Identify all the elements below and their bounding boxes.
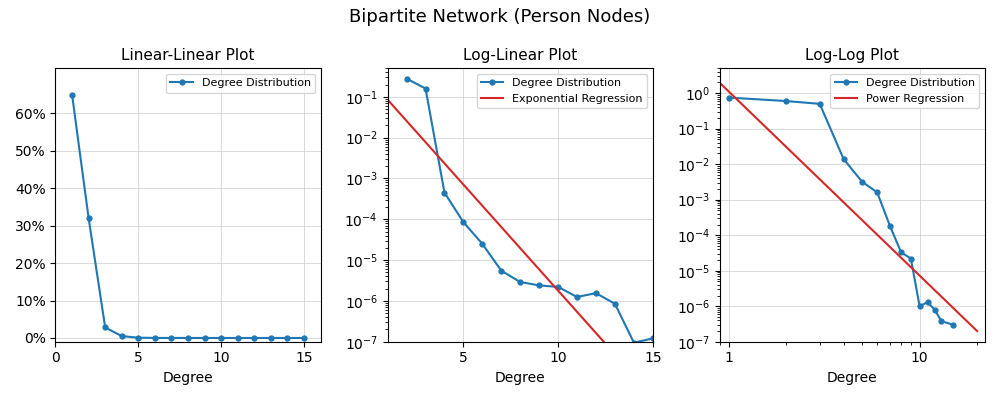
Degree Distribution bbox=[281, 336, 293, 340]
Degree Distribution bbox=[838, 156, 850, 161]
Degree Distribution bbox=[232, 336, 244, 340]
Degree Distribution bbox=[922, 300, 934, 304]
Degree Distribution bbox=[533, 283, 545, 288]
Legend: Degree Distribution, Exponential Regression: Degree Distribution, Exponential Regress… bbox=[477, 74, 647, 108]
Degree Distribution bbox=[590, 291, 602, 296]
Power Regression bbox=[946, 304, 958, 309]
Degree Distribution bbox=[628, 340, 640, 345]
Degree Distribution bbox=[248, 336, 260, 340]
Degree Distribution bbox=[420, 86, 432, 91]
Degree Distribution bbox=[814, 102, 826, 106]
Degree Distribution bbox=[66, 92, 78, 97]
Power Regression bbox=[860, 222, 872, 226]
Exponential Regression bbox=[539, 273, 551, 278]
X-axis label: Degree: Degree bbox=[163, 371, 213, 385]
Exponential Regression bbox=[622, 366, 634, 371]
Exponential Regression bbox=[647, 394, 659, 399]
Exponential Regression bbox=[605, 348, 617, 352]
Degree Distribution bbox=[495, 268, 507, 273]
Degree Distribution bbox=[571, 294, 583, 299]
Degree Distribution bbox=[438, 190, 450, 195]
Degree Distribution bbox=[935, 319, 947, 324]
Degree Distribution bbox=[132, 335, 144, 340]
Degree Distribution bbox=[514, 280, 526, 284]
Degree Distribution bbox=[884, 224, 896, 228]
Degree Distribution bbox=[165, 336, 177, 340]
Exponential Regression bbox=[544, 279, 556, 284]
Text: Bipartite Network (Person Nodes): Bipartite Network (Person Nodes) bbox=[349, 8, 651, 26]
Degree Distribution bbox=[116, 334, 128, 338]
Degree Distribution bbox=[401, 76, 413, 81]
Degree Distribution bbox=[947, 322, 959, 327]
Degree Distribution bbox=[265, 336, 277, 340]
Power Regression bbox=[971, 329, 983, 334]
Degree Distribution bbox=[905, 256, 917, 261]
Degree Distribution bbox=[149, 336, 161, 340]
Title: Linear-Linear Plot: Linear-Linear Plot bbox=[121, 48, 255, 63]
Degree Distribution bbox=[856, 179, 868, 184]
Title: Log-Linear Plot: Log-Linear Plot bbox=[463, 48, 577, 63]
Degree Distribution bbox=[647, 336, 659, 341]
Degree Distribution bbox=[914, 304, 926, 309]
Line: Exponential Regression: Exponential Regression bbox=[388, 100, 653, 397]
Power Regression bbox=[699, 66, 711, 71]
Legend: Degree Distribution, Power Regression: Degree Distribution, Power Regression bbox=[830, 74, 979, 108]
Exponential Regression bbox=[382, 97, 394, 102]
Line: Power Regression: Power Regression bbox=[705, 68, 977, 331]
Power Regression bbox=[700, 67, 712, 72]
Line: Degree Distribution: Degree Distribution bbox=[404, 76, 655, 345]
Degree Distribution bbox=[780, 99, 792, 104]
X-axis label: Degree: Degree bbox=[495, 371, 546, 385]
Degree Distribution bbox=[215, 336, 227, 340]
Degree Distribution bbox=[723, 95, 735, 100]
Degree Distribution bbox=[871, 190, 883, 195]
Exponential Regression bbox=[540, 274, 552, 279]
Line: Degree Distribution: Degree Distribution bbox=[726, 95, 956, 327]
Degree Distribution bbox=[895, 250, 907, 255]
Degree Distribution bbox=[929, 307, 941, 312]
X-axis label: Degree: Degree bbox=[827, 371, 878, 385]
Power Regression bbox=[865, 227, 877, 232]
Degree Distribution bbox=[99, 325, 111, 330]
Title: Log-Log Plot: Log-Log Plot bbox=[805, 48, 899, 63]
Degree Distribution bbox=[298, 336, 310, 340]
Power Regression bbox=[928, 287, 940, 292]
Legend: Degree Distribution: Degree Distribution bbox=[166, 74, 315, 93]
Degree Distribution bbox=[609, 301, 621, 306]
Degree Distribution bbox=[457, 220, 469, 224]
Line: Degree Distribution: Degree Distribution bbox=[70, 92, 306, 340]
Degree Distribution bbox=[199, 336, 211, 340]
Degree Distribution bbox=[83, 216, 95, 220]
Power Regression bbox=[861, 222, 873, 227]
Exponential Regression bbox=[383, 98, 395, 103]
Degree Distribution bbox=[552, 284, 564, 289]
Degree Distribution bbox=[476, 242, 488, 246]
Degree Distribution bbox=[182, 336, 194, 340]
